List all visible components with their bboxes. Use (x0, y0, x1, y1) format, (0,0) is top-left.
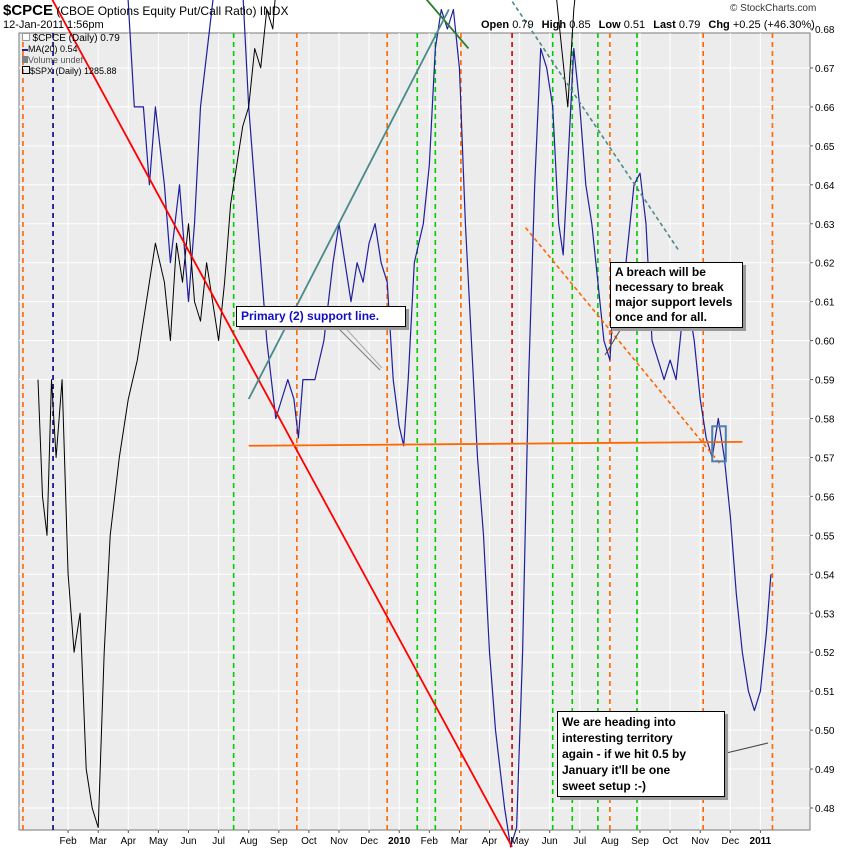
ticker-name: (CBOE Options Equity Put/Call Ratio) (56, 4, 257, 18)
ma20-line (127, 0, 772, 848)
legend-cpce: $CPCE (Daily) 0.79 (32, 33, 120, 44)
x-tick-label: Jun (542, 836, 558, 847)
x-tick-label: May (510, 836, 529, 847)
x-tick-label: Dec (360, 836, 378, 847)
y-tick-label: 0.50 (815, 726, 835, 737)
x-tick-label: Mar (90, 836, 108, 847)
y-tick-label: 0.51 (815, 687, 835, 698)
callout-leader-primary-2 (339, 321, 383, 369)
callout-leader-primary (334, 324, 381, 371)
header-title-row: $CPCE (CBOE Options Equity Put/Call Rati… (3, 2, 288, 19)
legend-swatch-cpce (22, 33, 30, 41)
x-tick-label: Dec (721, 836, 739, 847)
y-tick-label: 0.55 (815, 531, 835, 542)
header-quote: Open 0.79 High 0.85 Low 0.51 Last 0.79 C… (481, 19, 815, 31)
high-value: 0.85 (569, 19, 591, 31)
primary-support-line (247, 9, 450, 400)
callout-breach: A breach will be necessary to break majo… (610, 262, 743, 328)
x-tick-label: Nov (330, 836, 348, 847)
y-tick-label: 0.49 (815, 765, 835, 776)
red-trend-line (51, 0, 513, 848)
spx-line (37, 0, 576, 828)
y-tick-label: 0.64 (815, 181, 835, 192)
chg-value: +0.25 (+46.30%) (732, 19, 815, 31)
legend-spx: $SPX (Daily) 1285.88 (30, 66, 117, 76)
y-tick-label: 0.65 (815, 142, 835, 153)
callout-leader-breach (604, 326, 623, 356)
y-tick-label: 0.57 (815, 453, 835, 464)
callout-primary-support: Primary (2) support line. (236, 306, 406, 327)
orange-dotted-trend (525, 227, 722, 466)
legend-swatch-ma (22, 48, 28, 51)
x-tick-label: Feb (421, 836, 439, 847)
y-tick-label: 0.54 (815, 570, 835, 581)
x-tick-label: May (149, 836, 168, 847)
x-tick-label: Aug (601, 836, 619, 847)
y-tick-label: 0.60 (815, 337, 835, 348)
x-tick-label: Apr (121, 836, 137, 847)
legend-item-cpce: $CPCE (Daily) 0.79 (22, 33, 120, 44)
orange-support-line (248, 440, 743, 447)
watermark: © StockCharts.com (730, 3, 817, 14)
last-value: 0.79 (678, 19, 701, 31)
x-tick-label: Sep (631, 836, 649, 847)
x-tick-label: Mar (451, 836, 469, 847)
x-tick-label: 2010 (388, 836, 411, 847)
callout-heading: We are heading into interesting territor… (557, 711, 725, 797)
x-tick-label: Jul (573, 836, 586, 847)
high-label: High (541, 19, 567, 31)
legend-volume: Volume undef (28, 55, 84, 65)
y-tick-label: 0.66 (815, 103, 835, 114)
legend-swatch-volume (22, 56, 28, 63)
ticker-exchange: INDX (259, 4, 289, 18)
x-tick-label: 2011 (750, 836, 772, 847)
legend-item-ma: MA(20) 0.54 (22, 44, 120, 55)
legend-ma: MA(20) 0.54 (28, 44, 78, 54)
highlight-box (711, 425, 727, 463)
low-label: Low (598, 19, 621, 31)
y-tick-label: 0.58 (815, 415, 835, 426)
open-value: 0.79 (512, 19, 534, 31)
header-date: 12-Jan-2011 1:56pm (3, 19, 104, 31)
y-tick-label: 0.59 (815, 376, 835, 387)
low-value: 0.51 (623, 19, 646, 31)
teal-dotted-resistance (510, 0, 680, 252)
legend-item-volume: Volume undef (22, 55, 120, 66)
x-tick-label: Aug (240, 836, 258, 847)
y-tick-label: 0.68 (815, 25, 835, 36)
y-tick-label: 0.53 (815, 609, 835, 620)
y-tick-label: 0.48 (815, 804, 835, 815)
x-tick-label: Oct (662, 836, 678, 847)
x-tick-label: Feb (59, 836, 77, 847)
open-label: Open (481, 19, 510, 31)
y-tick-label: 0.52 (815, 648, 835, 659)
y-tick-label: 0.61 (815, 298, 835, 309)
last-label: Last (653, 19, 676, 31)
legend: $CPCE (Daily) 0.79 MA(20) 0.54 Volume un… (22, 33, 120, 77)
x-tick-label: Oct (301, 836, 317, 847)
y-tick-label: 0.62 (815, 259, 835, 270)
x-tick-label: Nov (691, 836, 709, 847)
legend-item-spx: $SPX (Daily) 1285.88 (22, 66, 120, 77)
callout-leader-heading (717, 742, 769, 756)
x-tick-label: Sep (270, 836, 288, 847)
y-tick-label: 0.63 (815, 220, 835, 231)
x-tick-label: Jun (180, 836, 196, 847)
x-tick-label: Jul (212, 836, 225, 847)
y-tick-label: 0.56 (815, 492, 835, 503)
x-tick-label: Apr (482, 836, 498, 847)
legend-swatch-spx (22, 66, 30, 74)
y-tick-label: 0.67 (815, 64, 835, 75)
chg-label: Chg (708, 19, 730, 31)
ticker-symbol: $CPCE (3, 2, 54, 19)
